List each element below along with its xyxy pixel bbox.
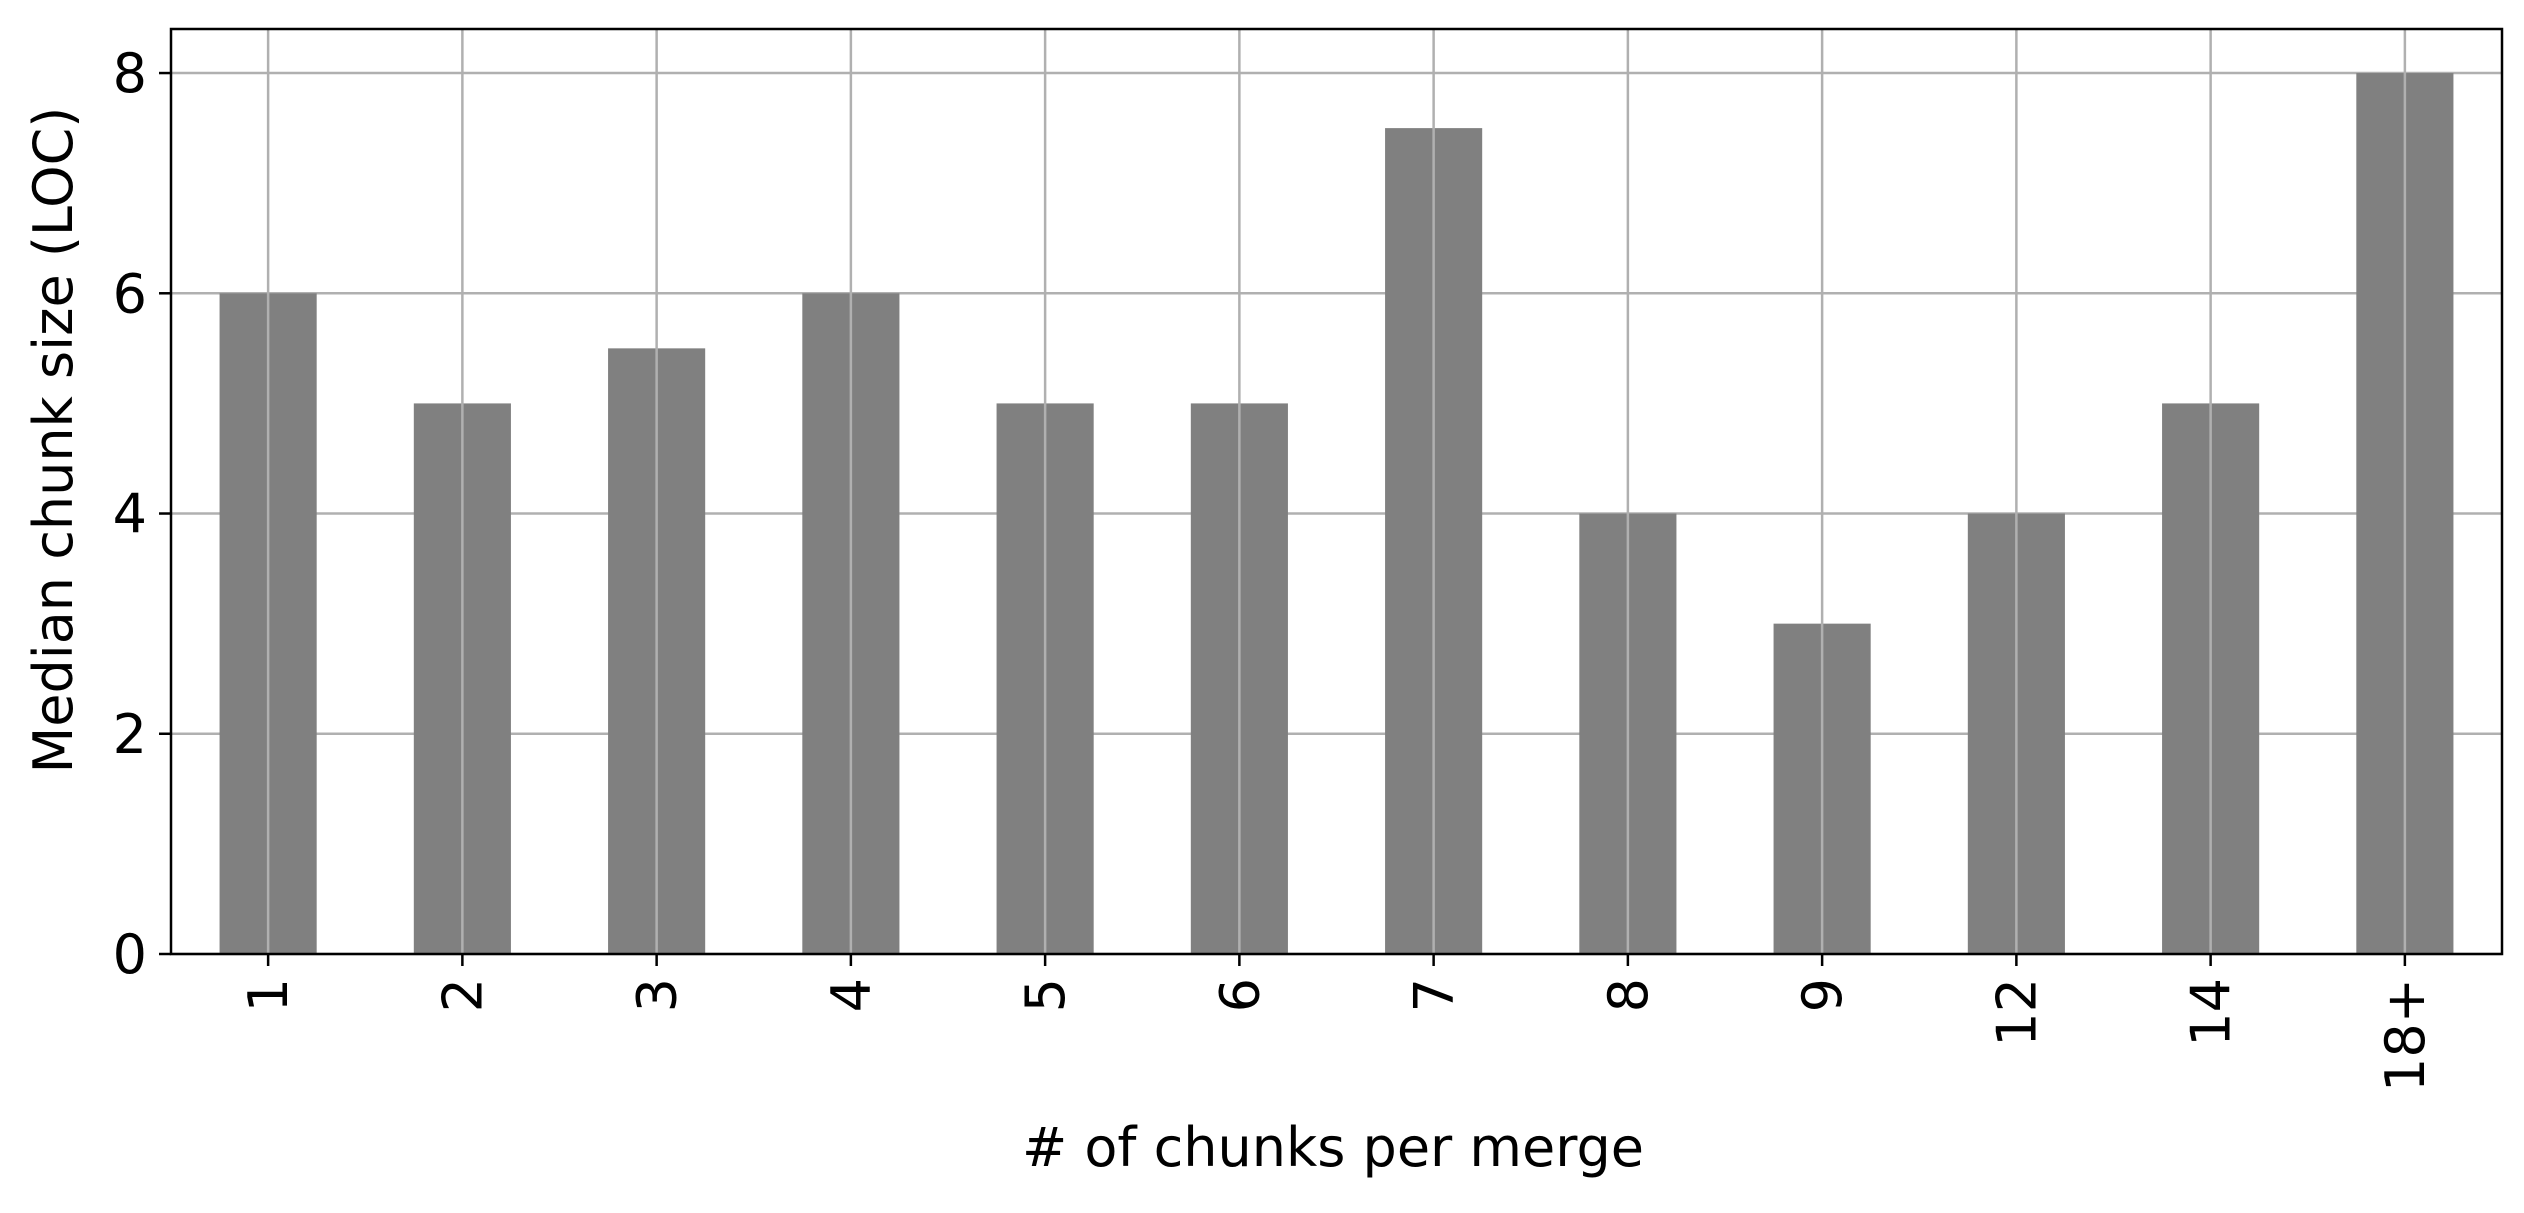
y-tick-label: 0 — [113, 923, 147, 986]
axes — [159, 27, 2504, 966]
x-tick-label: 8 — [1597, 978, 1660, 1012]
x-tick-label: 4 — [820, 978, 883, 1012]
x-tick-label: 1 — [237, 978, 300, 1012]
grid-lines-overlay — [266, 29, 2407, 954]
x-tick-label: 7 — [1403, 978, 1466, 1012]
y-tick-label: 4 — [113, 483, 147, 546]
x-tick-label: 18+ — [2374, 978, 2437, 1092]
x-tick-label: 9 — [1791, 978, 1854, 1012]
x-tick-label: 3 — [626, 978, 689, 1012]
y-axis-label: Median chunk size (LOC) — [22, 107, 85, 774]
x-tick-label: 12 — [1985, 978, 2048, 1047]
x-tick-label: 14 — [2180, 978, 2243, 1047]
y-tick-label: 2 — [113, 703, 147, 766]
y-tick-label: 6 — [113, 262, 147, 325]
x-axis-label: # of chunks per merge — [1022, 1116, 1644, 1179]
plot-frame — [169, 27, 2504, 956]
x-tick-label: 2 — [431, 978, 494, 1012]
x-tick-label: 5 — [1014, 978, 1077, 1012]
y-tick-label: 8 — [113, 42, 147, 105]
x-tick-label: 6 — [1208, 978, 1271, 1012]
